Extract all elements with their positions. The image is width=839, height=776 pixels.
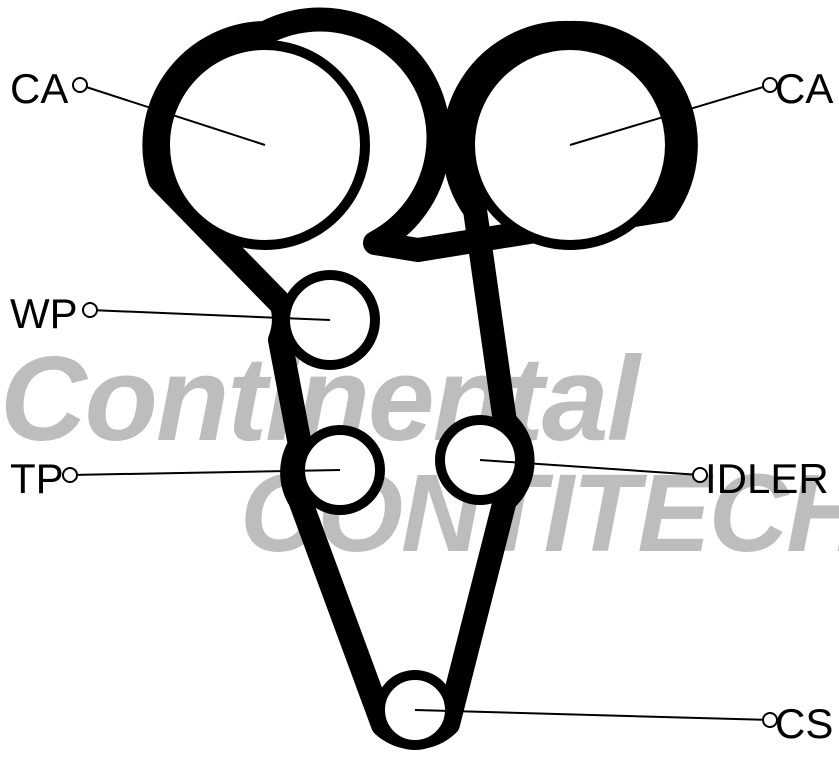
label-ca-right: CA	[775, 65, 833, 113]
label-wp: WP	[10, 290, 78, 338]
belt-routing-diagram	[0, 0, 839, 776]
label-tp: TP	[10, 455, 64, 503]
label-cs: CS	[775, 700, 833, 748]
label-ca-left: CA	[10, 65, 68, 113]
label-idler: IDLER	[705, 455, 829, 503]
